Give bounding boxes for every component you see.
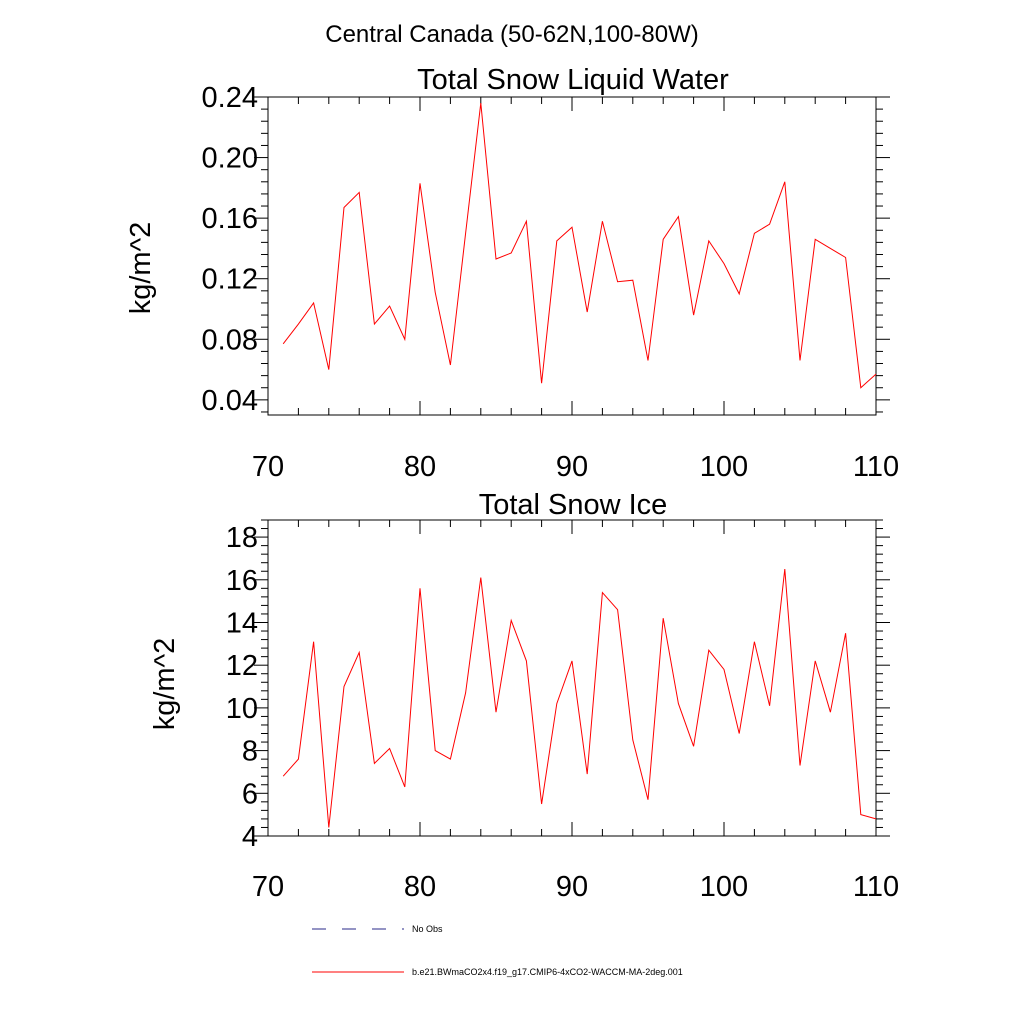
y-tick-label: 14 — [226, 607, 258, 639]
x-tick-label: 100 — [700, 871, 748, 903]
axis-ticks — [254, 519, 890, 837]
x-tick-label: 70 — [252, 871, 284, 903]
x-tick-label: 110 — [853, 451, 899, 483]
plot-frame — [267, 519, 877, 837]
y-tick-label: 16 — [226, 565, 258, 597]
y-tick-label: 10 — [226, 693, 258, 725]
y-tick-label: 0.04 — [202, 385, 258, 417]
x-tick-label: 80 — [404, 451, 436, 483]
x-tick-label: 80 — [404, 871, 436, 903]
y-tick-label: 18 — [226, 522, 258, 554]
y-tick-label: 0.16 — [202, 203, 258, 235]
page-title: Central Canada (50-62N,100-80W) — [325, 21, 699, 48]
y-tick-label: 0.24 — [202, 82, 258, 114]
series-line — [282, 569, 877, 828]
y-axis-label: kg/m^2 — [149, 638, 181, 731]
x-tick-label: 70 — [252, 451, 284, 483]
y-tick-label: 4 — [242, 821, 258, 853]
y-tick-label: 6 — [242, 778, 258, 810]
chart-title: Total Snow Liquid Water — [417, 64, 729, 96]
chart-panel-snow-liquid-water: Total Snow Liquid Water kg/m^2 70 80 90 100… — [125, 64, 899, 483]
y-tick-label: 0.12 — [202, 264, 258, 296]
tick-labels: 70 80 90 100 110 0.04 0.08 0.12 0.16 0.20 0.24 — [202, 82, 900, 483]
y-tick-label: 8 — [242, 736, 258, 768]
y-tick-label: 12 — [226, 650, 258, 682]
plot-frame — [267, 96, 877, 416]
chart-panel-snow-ice: Total Snow Ice kg/m^2 70 80 90 100 110 4 6 8 10 1… — [149, 489, 899, 903]
chart-title: Total Snow Ice — [479, 489, 668, 521]
y-axis-label: kg/m^2 — [125, 222, 157, 315]
x-tick-label: 90 — [556, 871, 588, 903]
legend: No Obs b.e21.BWmaCO2x4.f19_g17.CMIP6-4xC… — [312, 924, 683, 977]
x-tick-label: 110 — [853, 871, 899, 903]
y-tick-label: 0.08 — [202, 324, 258, 356]
x-tick-label: 90 — [556, 451, 588, 483]
legend-obs-label: No Obs — [412, 924, 443, 934]
axis-ticks — [254, 96, 890, 415]
legend-model-label: b.e21.BWmaCO2x4.f19_g17.CMIP6-4xCO2-WACC… — [412, 967, 683, 977]
y-tick-label: 0.20 — [202, 143, 258, 175]
x-tick-label: 100 — [700, 451, 748, 483]
series-line — [282, 103, 877, 389]
tick-labels: 70 80 90 100 110 4 6 8 10 12 14 16 18 — [226, 522, 899, 903]
